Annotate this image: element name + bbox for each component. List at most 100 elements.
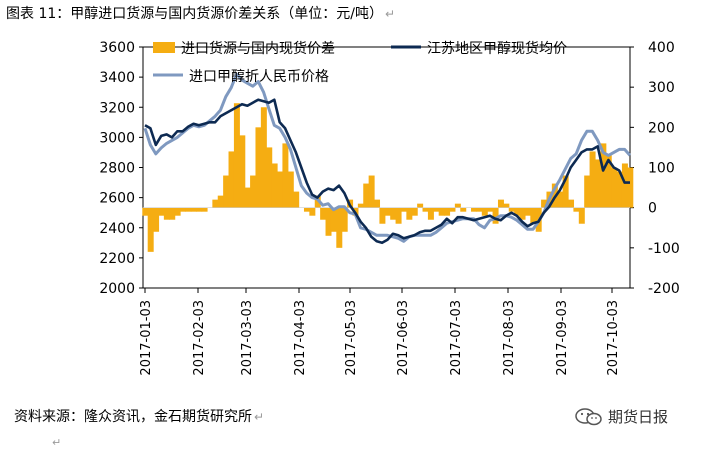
paragraph-mark: ↵ [52,436,62,449]
spread-bar [153,207,160,232]
wechat-icon [575,407,602,425]
spread-bar [196,207,203,212]
spread-bar [417,203,424,208]
x-tick-label: 2017-01-03 [139,300,154,376]
spread-bar [616,171,623,208]
spread-bar [169,207,176,220]
spread-bar [605,155,612,208]
paragraph-mark: ↵ [384,7,396,21]
y-left-tick-label: 3000 [99,130,135,146]
spread-bar [147,207,154,252]
spread-bar [287,171,294,208]
spread-bar [336,207,343,248]
spread-bar [444,207,451,216]
watermark: 期货日报 [574,406,668,427]
spread-bar [223,175,230,208]
watermark-text: 期货日报 [608,408,669,426]
spread-bar [497,199,504,208]
spread-bar [190,207,197,212]
y-left-tick-label: 2200 [99,251,135,267]
y-right-tick-label: 400 [648,40,675,56]
spread-bar [589,151,596,208]
spread-bar [357,203,364,208]
spread-bar [503,203,510,208]
spread-bar [627,167,634,208]
spread-bar [427,207,434,220]
y-left-tick-label: 2000 [99,281,135,297]
spread-bar [255,127,262,208]
spread-bar [341,207,348,232]
spread-bar [158,207,165,216]
legend-label-spread: 进口货源与国内现货价差 [181,40,335,57]
spread-bar [201,207,208,212]
x-tick-label: 2017-02-03 [192,300,207,376]
spread-bar [492,207,499,224]
x-tick-label: 2017-08-03 [502,300,517,376]
spread-bar [368,175,375,208]
x-tick-label: 2017-03-03 [240,300,255,376]
spread-bar [438,207,445,216]
legend-label-jiangsu: 江苏地区甲醇现货均价 [427,40,567,57]
x-tick-label: 2017-10-03 [606,300,621,376]
spread-bar [217,195,224,208]
y-right-tick-label: -200 [648,281,680,297]
paragraph-mark: ↵ [254,410,265,424]
spread-bar [411,207,418,216]
y-left-tick-label: 2800 [99,161,135,177]
spread-bar [621,163,628,208]
spread-bar [568,199,575,208]
spread-bar [239,135,246,208]
spread-bar [325,207,332,236]
spread-bar [303,207,310,212]
spread-bar [578,207,585,224]
y-left-tick-label: 3200 [99,100,135,116]
spread-bar [487,207,494,212]
y-left-tick-label: 2400 [99,221,135,237]
spread-bar [433,207,440,212]
y-right-tick-label: 200 [648,120,675,136]
spread-bar [185,207,192,212]
spread-bar [266,147,273,208]
spread-bar [422,207,429,212]
spread-bar [330,207,337,232]
spread-bar [260,107,267,208]
spread-bar [400,207,407,212]
spread-bar [406,207,413,220]
spread-bar [379,207,386,224]
spread-bar [508,207,515,212]
spread-bar [363,183,370,208]
x-tick-label: 2017-04-03 [293,300,308,376]
y-right-tick-label: 300 [648,80,675,96]
spread-bar [460,207,467,212]
y-right-tick-label: 0 [648,201,657,217]
spread-bar [384,207,391,216]
spread-bar [454,203,461,208]
x-tick-label: 2017-09-03 [555,300,570,376]
spread-bar [277,171,284,208]
spread-bar [530,207,537,224]
spread-bar [233,103,240,208]
spread-bar [180,207,187,212]
figure-source: 资料来源：隆众资讯，金石期货研究所 ↵ [14,409,265,425]
spread-bar [309,207,316,216]
spread-bar [293,191,300,208]
spread-bar [449,207,456,212]
y-left-tick-label: 2600 [99,191,135,207]
y-left-tick-label: 3600 [99,40,135,56]
spread-bar [471,207,478,212]
spread-bar [374,199,381,208]
spread-bar [600,143,607,208]
spread-bar [584,175,591,208]
spread-bar [395,207,402,224]
legend-swatch-spread [153,42,175,53]
x-tick-label: 2017-07-03 [449,300,464,376]
legend-label-import: 进口甲醇折人民币价格 [189,68,329,85]
spread-bar [524,207,531,216]
y-right-tick-label: 100 [648,161,675,177]
spread-bar [514,207,521,216]
figure-title: 图表 11：甲醇进口货源与国内货源价差关系（单位：元/吨） ↵ [6,6,396,22]
x-tick-label: 2017-06-03 [396,300,411,376]
jiangsu-price-line [144,98,630,245]
spread-bar [562,175,569,208]
